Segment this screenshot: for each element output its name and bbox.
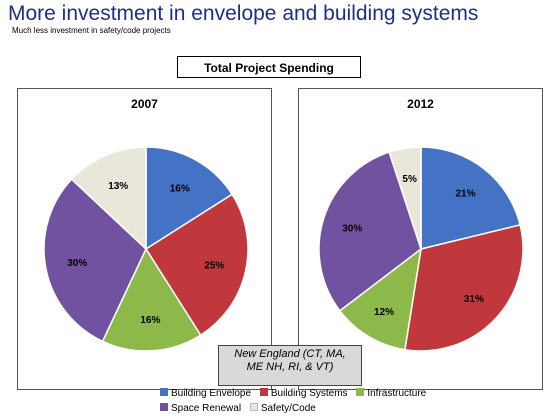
legend-label: Safety/Code [260,403,316,414]
pie-title-2012: 2012 [407,97,434,111]
legend-item-infrastructure: Infrastructure [356,386,426,401]
pie-label-2007-space-renewal: 30% [67,258,87,269]
region-note-line2: ME NH, RI, & VT) [246,361,334,373]
legend-label: Building Envelope [171,388,252,399]
legend: Building Envelope Building Systems Infra… [160,386,450,416]
legend-label: Infrastructure [367,388,427,399]
legend-item-building-envelope: Building Envelope [160,386,251,401]
pie-label-2012-infrastructure: 12% [374,307,394,318]
legend-swatch [249,403,258,411]
legend-swatch [160,388,168,396]
pie-label-2012-safety-code: 5% [402,174,417,185]
pie-title-2007: 2007 [131,97,158,111]
pie-slice-2007-infrastructure [101,247,202,352]
legend-item-space-renewal: Space Renewal [160,401,241,416]
total-spending-label: Total Project Spending [177,56,361,78]
pie-slice-2007-building-envelope [145,146,234,251]
pie-label-2012-building-systems: 31% [464,294,484,305]
pie-label-2007-building-systems: 25% [204,260,224,271]
pie-label-2012-space-renewal: 30% [342,224,362,235]
legend-item-safety-code: Safety/Code [249,401,316,416]
pie-panel-2012: 2012 21% 31% 12% 30% 5% [298,88,543,390]
pie-label-2007-safety-code: 13% [108,181,128,192]
pie-label-2012-building-envelope: 21% [455,188,475,199]
chart-title: More investment in envelope and building… [8,2,479,25]
legend-swatch [356,388,365,396]
pie-panel-2007: 2007 16% 25% 16% 30% 13% [17,88,272,390]
pie-slice-2012-infrastructure [338,247,423,351]
legend-item-building-systems: Building Systems [259,386,348,401]
pie-slice-2012-building-systems [404,224,524,352]
pie-chart-2007: 16% 25% 16% 30% 13% [43,146,249,352]
pie-slice-2007-space-renewal [43,178,147,343]
legend-swatch [259,388,268,396]
region-note-line1: New England (CT, MA, [234,348,346,360]
pie-label-2007-infrastructure: 16% [140,315,160,326]
pie-slice-2012-building-envelope [420,146,522,250]
legend-label: Space Renewal [171,403,242,414]
pie-label-2007-building-envelope: 16% [170,184,190,195]
legend-swatch [160,403,168,411]
region-note: New England (CT, MA, ME NH, RI, & VT) [218,345,362,386]
pie-slice-2012-safety-code [388,146,422,250]
pie-chart-2012: 21% 31% 12% 30% 5% [318,146,524,352]
pie-slice-2007-building-systems [144,193,249,337]
pie-slice-2007-safety-code [70,146,147,251]
chart-subtitle: Much less investment in safety/code proj… [12,26,171,35]
pie-slice-2012-space-renewal [318,151,422,312]
legend-label: Building Systems [270,388,348,399]
